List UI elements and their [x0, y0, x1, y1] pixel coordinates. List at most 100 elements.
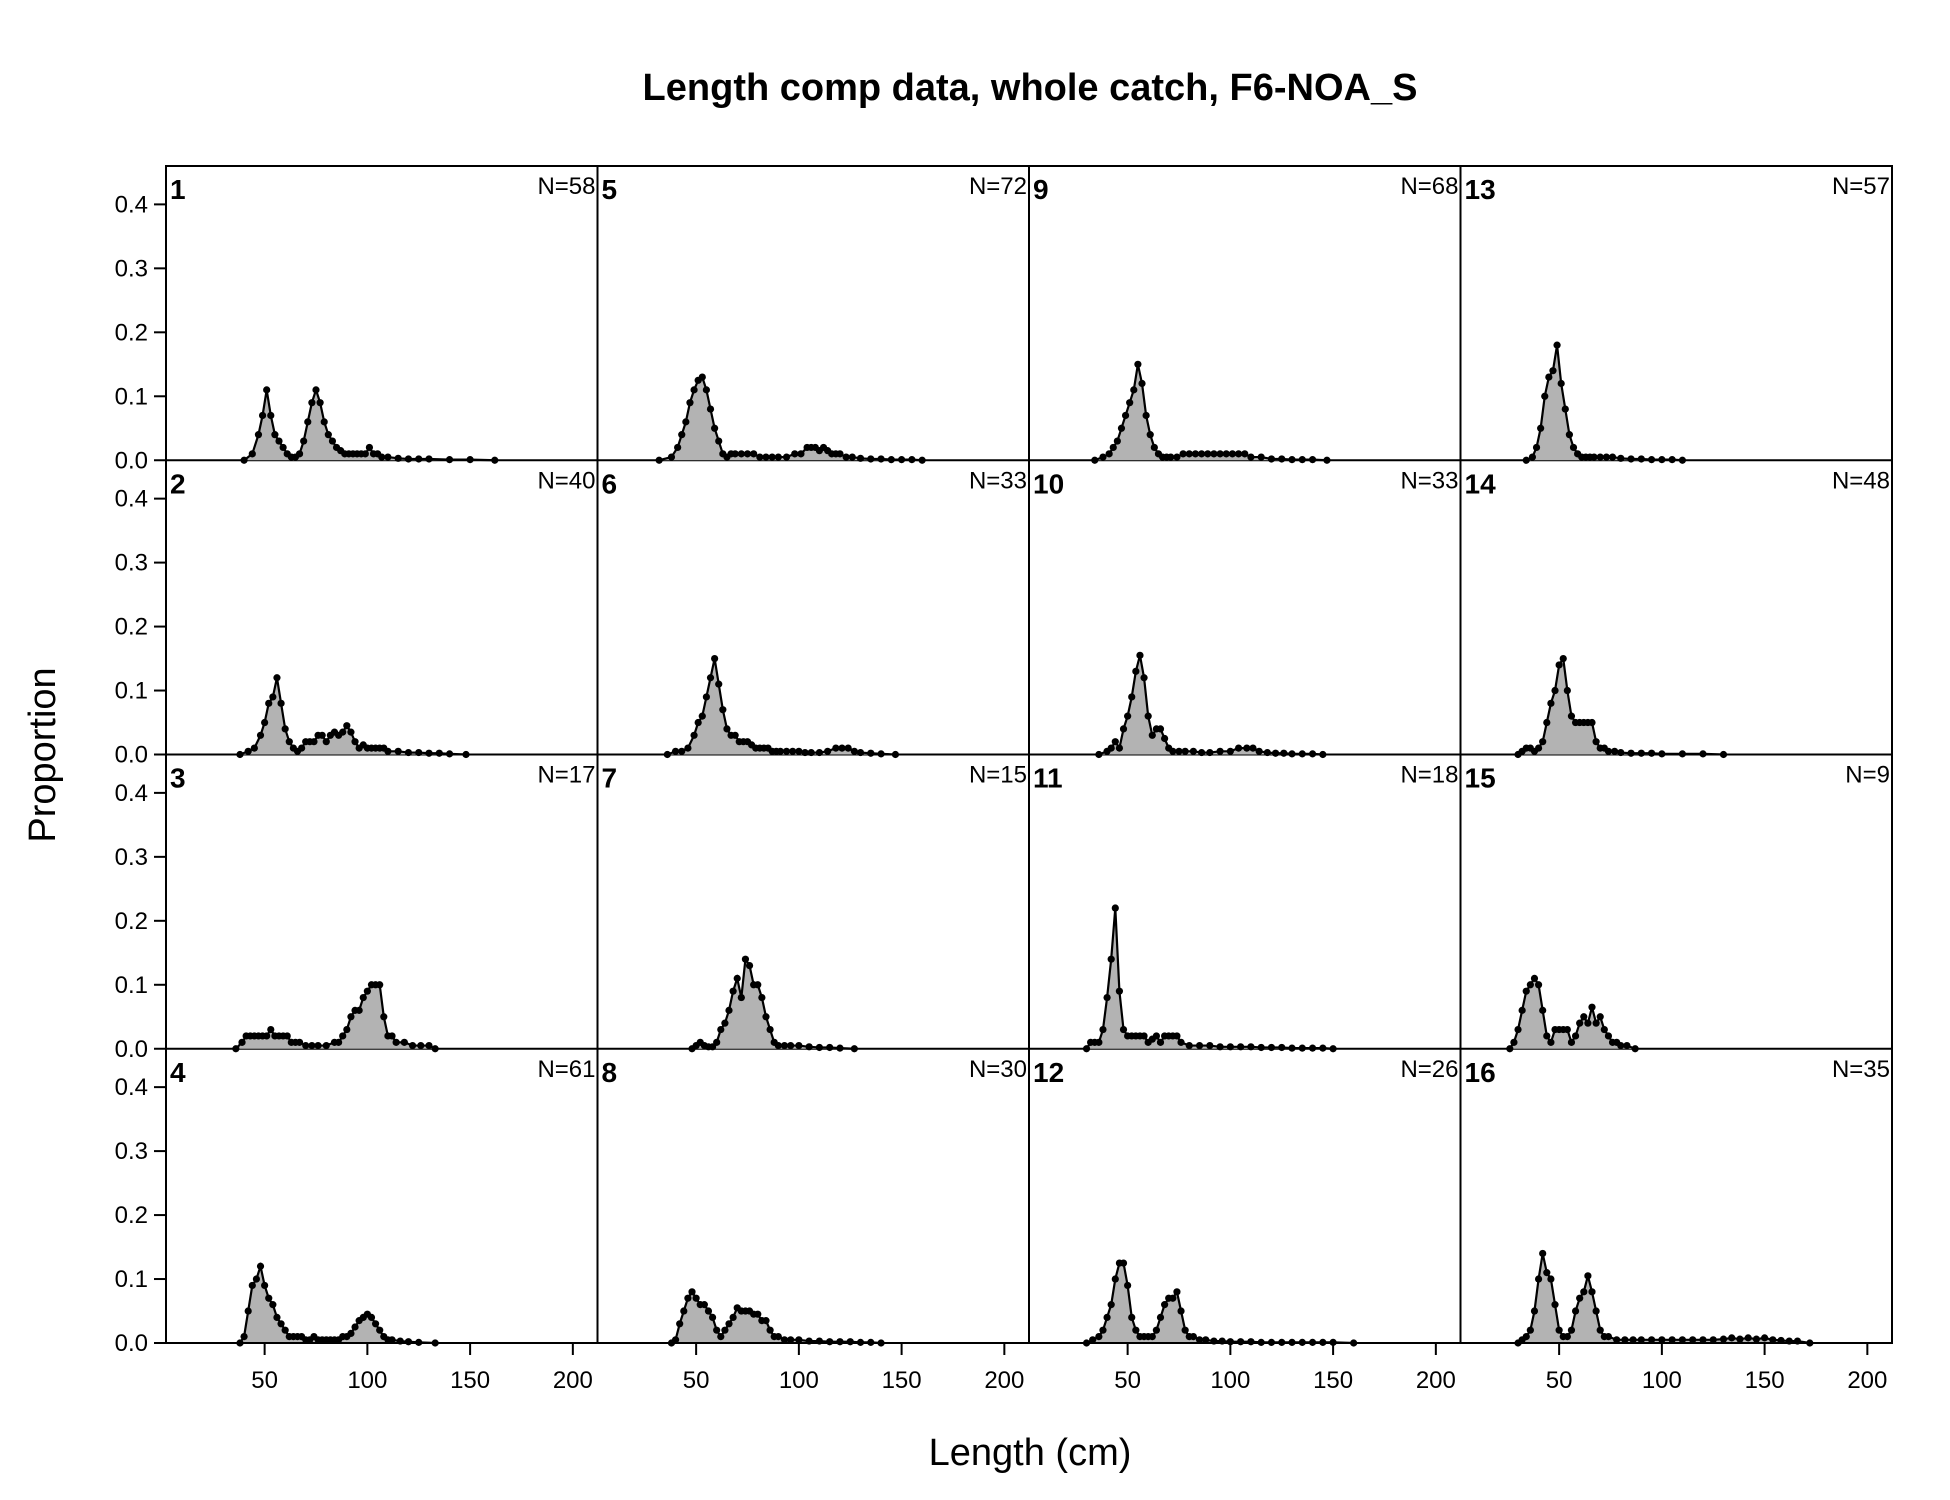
panel-3-point: [238, 1038, 246, 1046]
panel-6-point: [706, 674, 715, 682]
panel-3-point: [232, 1045, 240, 1053]
panel-6-point: [711, 654, 719, 663]
panel-1-point: [267, 411, 275, 420]
x-tick-label: 150: [450, 1367, 490, 1394]
panel-12-point: [1089, 1336, 1097, 1344]
panel-2-point: [347, 728, 355, 736]
panel-4-point: [388, 1336, 396, 1344]
panel-8-point: [774, 1333, 782, 1341]
panel-5-point: [702, 386, 711, 394]
panel-16-point: [1678, 1336, 1687, 1344]
panel-16-point: [1613, 1336, 1621, 1344]
panel-15-point: [1571, 1032, 1580, 1040]
panel-13-point: [1565, 431, 1573, 439]
panel-5-point: [686, 399, 694, 407]
panel-13-point: [1590, 453, 1598, 461]
panel-8-point: [676, 1320, 684, 1328]
panel-11-point: [1308, 1044, 1317, 1052]
panel-11-point: [1152, 1032, 1160, 1040]
panel-2-point: [384, 747, 392, 755]
panel-7-point: [713, 1038, 721, 1046]
panel-16-point: [1761, 1334, 1769, 1342]
panel-13-point: [1522, 456, 1530, 464]
panel-10-point: [1095, 750, 1103, 759]
panel-11-point: [1185, 1041, 1193, 1050]
panel-11-point: [1226, 1043, 1234, 1051]
panel-12-point: [1247, 1338, 1255, 1346]
panel-8: 8 N=30: [602, 1056, 1027, 1347]
panel-15-point: [1534, 981, 1543, 989]
panel-2-point: [322, 738, 330, 746]
panel-3-point: [302, 1041, 310, 1050]
panel-16-point: [1719, 1335, 1728, 1343]
panel-8-sample-size: N=30: [969, 1056, 1027, 1083]
x-tick-label: 200: [984, 1367, 1024, 1394]
panel-11-point: [1099, 1025, 1107, 1034]
panel-3-point: [347, 1013, 355, 1021]
panel-1-label: 1: [170, 174, 186, 205]
panel-6-area: [667, 658, 896, 755]
panel-6-point: [698, 712, 706, 720]
panel-14-point: [1588, 718, 1596, 727]
panel-8-point: [680, 1307, 688, 1315]
panel-15-point: [1631, 1045, 1639, 1053]
panel-13-point: [1658, 456, 1666, 464]
y-tick-label: 0.2: [115, 908, 148, 935]
panel-6-point: [782, 747, 791, 755]
panel-4-point: [256, 1262, 265, 1270]
panel-4-area: [239, 1266, 436, 1343]
panel-12-point: [1161, 1301, 1169, 1309]
panel-5-point: [797, 450, 805, 458]
panel-6-point: [856, 748, 865, 757]
panel-5-point: [791, 450, 799, 458]
panel-5-point: [655, 456, 663, 464]
panel-16-point: [1728, 1334, 1736, 1342]
panel-15-point: [1563, 1025, 1571, 1034]
panel-10-point: [1288, 750, 1296, 758]
panel-9-point: [1228, 450, 1237, 458]
panel-2-sample-size: N=40: [537, 467, 595, 494]
y-tick-label: 0.3: [115, 844, 148, 871]
panel-6-point: [838, 744, 846, 752]
panel-14-point: [1567, 712, 1576, 720]
panel-1-point: [295, 450, 304, 458]
panel-8-point: [708, 1313, 717, 1322]
panel-2-point: [250, 744, 258, 752]
panel-14-label: 14: [1465, 468, 1497, 499]
panel-15: 15 N=9: [1465, 762, 1890, 1053]
panel-4-point: [261, 1281, 269, 1290]
panel-1-point: [445, 456, 454, 464]
panel-3-point: [267, 1025, 275, 1034]
panel-16-label: 16: [1465, 1057, 1496, 1088]
panel-16-point: [1576, 1294, 1584, 1302]
panel-4-point: [265, 1294, 273, 1302]
panel-15-point: [1567, 1038, 1576, 1046]
panel-11-point: [1298, 1044, 1306, 1052]
panel-3-point: [322, 1041, 330, 1050]
panel-6-point: [731, 731, 739, 739]
panel-7-area: [692, 959, 855, 1049]
panel-1-point: [279, 443, 287, 452]
panel-14-point: [1678, 750, 1687, 758]
panel-13-point: [1541, 392, 1549, 400]
panel-4-point: [351, 1323, 359, 1331]
panel-12-label: 12: [1033, 1057, 1064, 1088]
panel-14-point: [1627, 749, 1635, 757]
panel-13-area: [1526, 345, 1683, 461]
panel-4: 4 N=61: [170, 1056, 596, 1347]
panel-13-point: [1637, 455, 1645, 463]
panel-10-point: [1206, 748, 1214, 757]
y-axis-ticks: 0.0 0.1 0.2 0.3 0.4 0.0 0.1 0.2 0.3 0.4 0.0 0.1 0.2 0…: [115, 191, 166, 1357]
panel-10-point: [1148, 731, 1156, 739]
panel-7-point: [787, 1041, 795, 1050]
panel-3-point: [388, 1032, 396, 1040]
panel-10-point: [1115, 744, 1124, 752]
panel-12-point: [1103, 1313, 1111, 1322]
panel-10-point: [1140, 674, 1148, 682]
panel-1-point: [308, 399, 316, 407]
panel-5-point: [737, 450, 745, 458]
panel-6-point: [824, 747, 832, 755]
panel-10-point: [1263, 748, 1271, 757]
panel-16-point: [1668, 1336, 1676, 1344]
panel-5-point: [756, 453, 764, 461]
